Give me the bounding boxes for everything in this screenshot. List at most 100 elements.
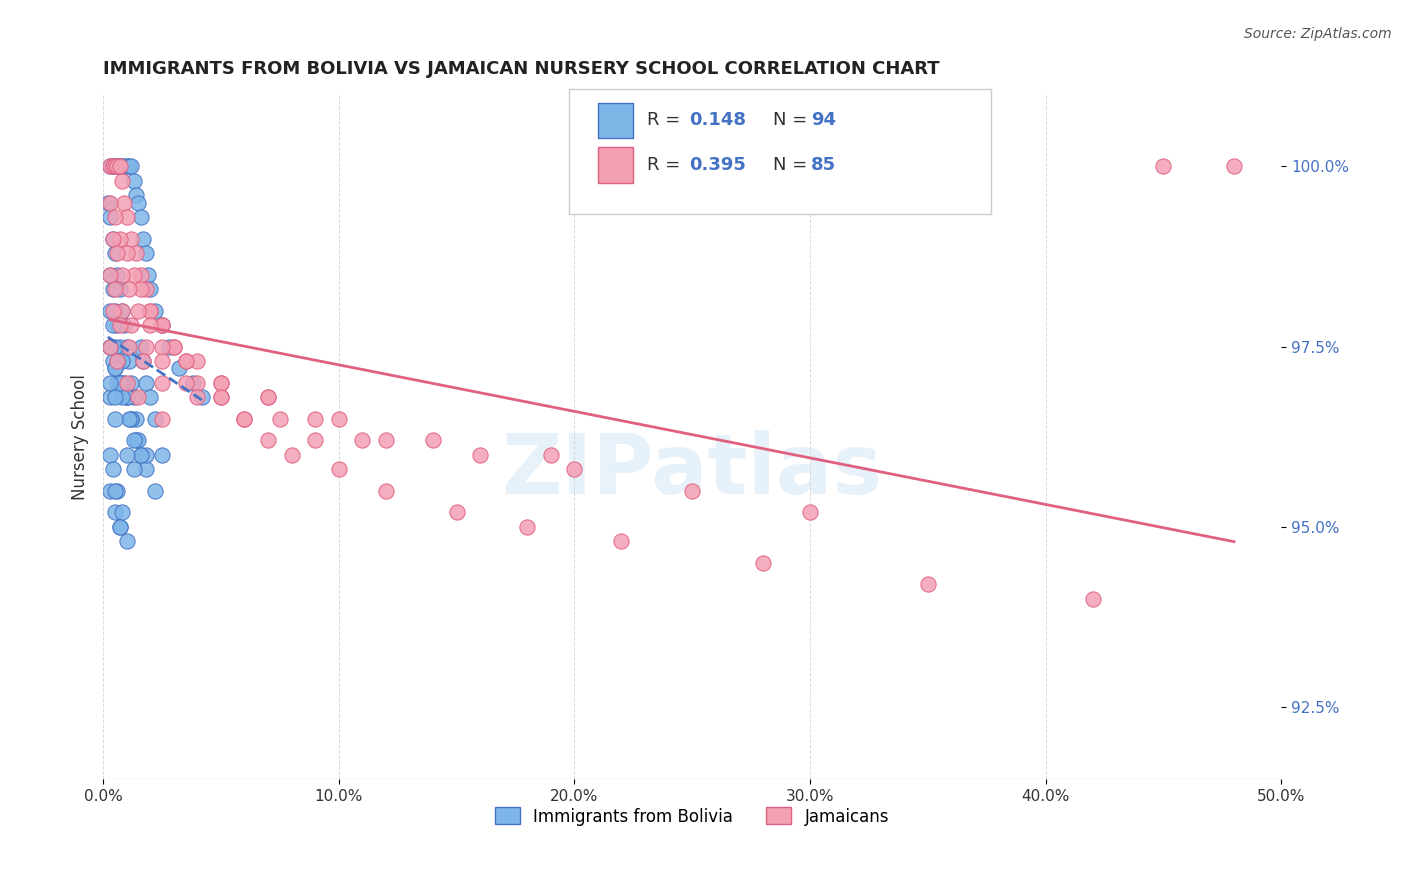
Point [105,160,128,174]
Point [98,210,121,224]
Point [98,303,121,318]
Point [120,376,142,390]
Point [191,390,214,404]
Point [163,340,186,354]
Point [1152,160,1174,174]
Point [269,411,291,425]
Point [108,520,131,534]
Point [233,411,256,425]
Point [115,390,138,404]
Point [422,434,444,448]
Point [101,282,124,296]
Point [120,231,142,245]
Point [122,390,145,404]
Point [135,246,157,260]
Point [111,505,134,519]
Point [104,390,127,404]
Point [157,340,180,354]
Point [108,340,131,354]
Point [562,462,585,476]
Point [125,188,148,202]
Point [104,340,127,354]
Point [516,520,538,534]
Text: 85: 85 [811,156,837,174]
Text: N =: N = [773,112,813,129]
Point [98,195,121,210]
Text: 0.395: 0.395 [689,156,745,174]
Point [122,462,145,476]
Text: IMMIGRANTS FROM BOLIVIA VS JAMAICAN NURSERY SCHOOL CORRELATION CHART: IMMIGRANTS FROM BOLIVIA VS JAMAICAN NURS… [103,60,939,78]
Point [186,354,208,368]
Point [98,340,121,354]
Point [122,174,145,188]
Point [98,268,121,282]
Point [118,354,141,368]
Point [150,318,173,332]
Point [105,376,128,390]
Point [105,318,128,332]
Text: Source: ZipAtlas.com: Source: ZipAtlas.com [1244,27,1392,41]
Point [374,434,396,448]
Point [150,448,173,462]
Point [143,483,166,498]
Point [120,160,142,174]
Point [752,556,775,570]
Point [209,390,232,404]
Point [112,160,135,174]
Point [139,303,162,318]
Point [115,160,138,174]
Point [120,411,142,425]
Point [97,195,120,210]
Point [681,483,703,498]
Point [135,448,157,462]
Point [101,462,124,476]
Point [468,448,491,462]
Point [108,520,131,534]
Text: R =: R = [647,156,686,174]
Point [127,434,149,448]
Point [150,318,173,332]
Point [111,160,134,174]
Point [328,462,350,476]
Point [135,462,157,476]
Point [122,268,145,282]
Point [136,268,159,282]
Point [167,361,190,376]
Point [352,434,374,448]
Point [150,354,173,368]
Point [304,411,326,425]
Point [118,340,141,354]
Point [132,354,155,368]
Point [104,282,127,296]
Point [209,390,232,404]
Point [610,534,633,549]
Point [101,160,124,174]
Point [98,483,121,498]
Point [163,340,186,354]
Point [150,411,173,425]
Point [127,303,149,318]
Point [104,160,127,174]
Point [101,160,124,174]
Point [101,231,124,245]
Point [143,303,166,318]
Point [105,354,128,368]
Point [135,376,157,390]
Point [105,354,128,368]
Point [186,390,208,404]
Point [108,160,131,174]
Point [328,411,350,425]
Text: 94: 94 [811,112,837,129]
Point [1223,160,1246,174]
Point [129,268,152,282]
Point [104,246,127,260]
Point [115,534,138,549]
Point [209,376,232,390]
Text: R =: R = [647,112,686,129]
Point [127,390,149,404]
Point [139,318,162,332]
Point [101,303,124,318]
Point [98,268,121,282]
Point [174,354,197,368]
Point [115,390,138,404]
